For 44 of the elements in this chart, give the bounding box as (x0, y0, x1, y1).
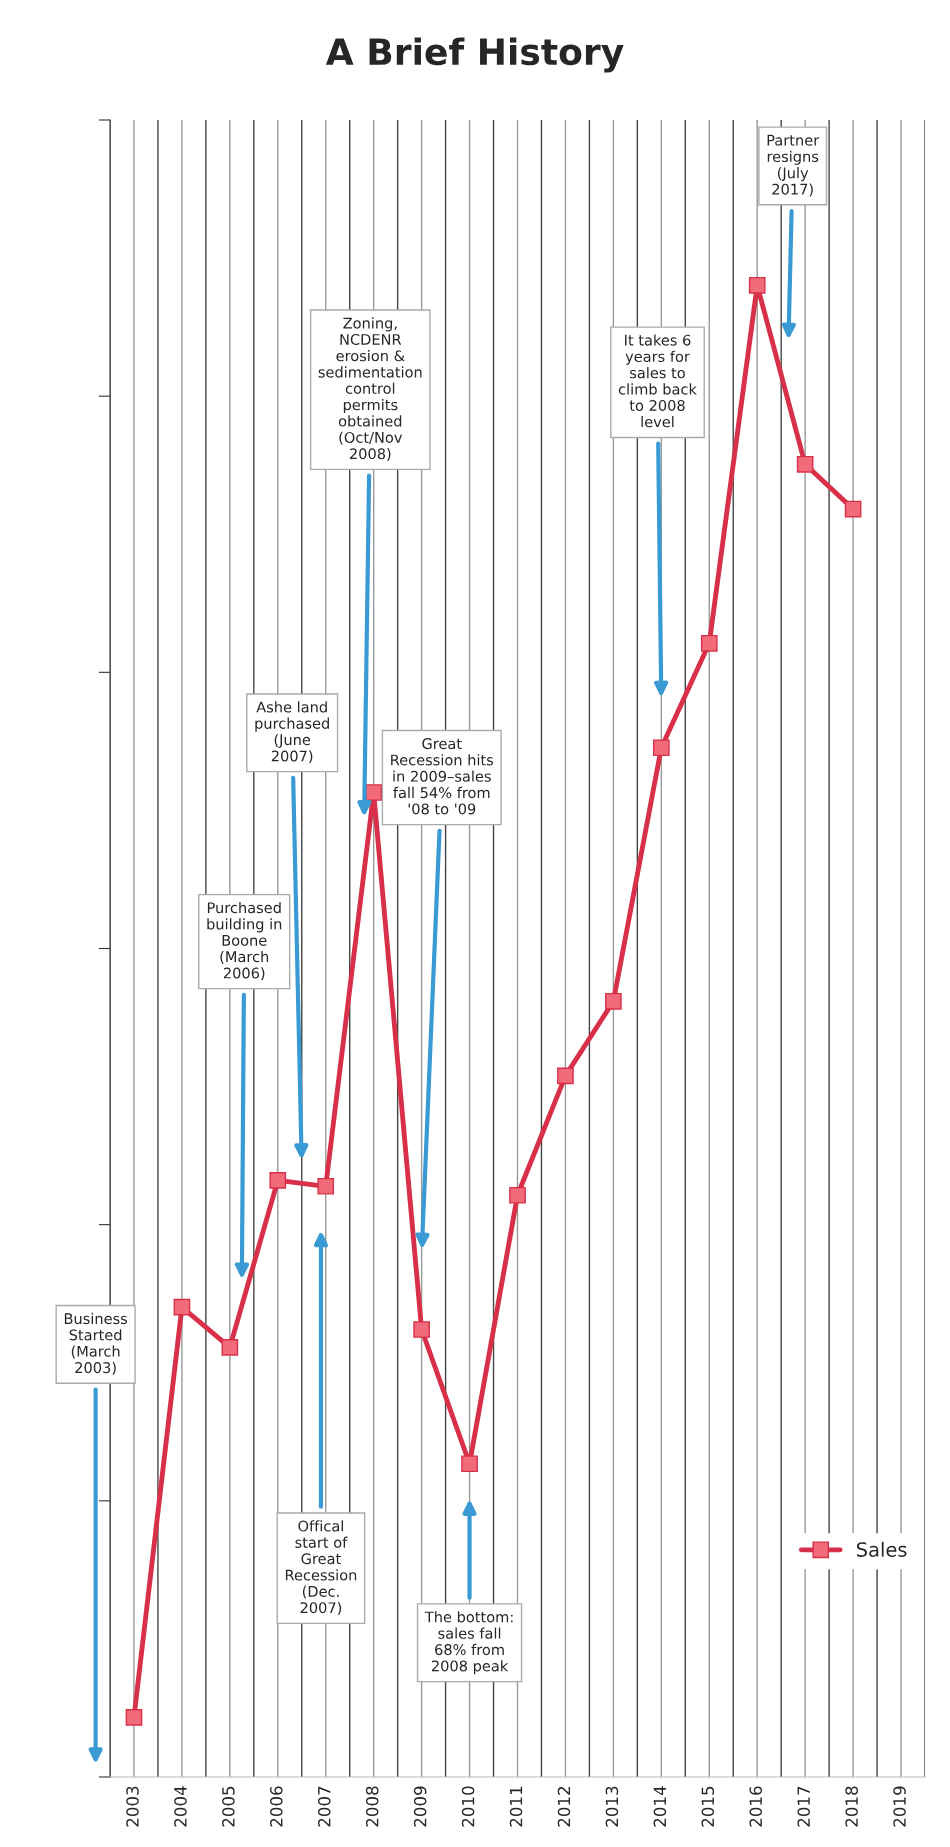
annotation: The bottom: sales fall 68% from 2008 peak (424, 1611, 513, 1675)
x-tick-label: 2015 (701, 1786, 715, 1827)
text: Partner resigns (July 2017) (767, 134, 820, 197)
legend-label: Sales (857, 1541, 907, 1557)
point (652, 739, 670, 757)
chart-title: A Brief History (325, 37, 624, 73)
annotation: Offical start of Great Recession (Dec. 2007) (285, 1520, 357, 1615)
x-tick-label: 2012 (557, 1787, 571, 1827)
point (221, 1339, 239, 1356)
x-tick-label: 2017 (797, 1786, 810, 1827)
x-tick-label: 2009 (413, 1786, 427, 1827)
point (269, 1171, 287, 1189)
annotation: It takes 6 years for sales to climb back to 2008 level (618, 334, 697, 428)
annotation: Great Recession hits in 2009–sales fall 54% from '08 to '09 (391, 738, 494, 815)
point (796, 455, 814, 473)
point (413, 1321, 430, 1338)
x-tick-label: 2007 (317, 1786, 331, 1827)
point (461, 1455, 478, 1473)
x-tick-label: 2014 (653, 1786, 667, 1827)
x-tick-label: 2011 (509, 1786, 523, 1827)
x-tick-label: 2019 (893, 1786, 906, 1827)
point (125, 1708, 143, 1726)
point (557, 1067, 574, 1085)
x-tick-label: 2013 (605, 1786, 619, 1827)
point (317, 1177, 335, 1195)
x-tick-label: 2003 (126, 1786, 139, 1827)
x-tick-label: 2008 (365, 1786, 379, 1827)
x-tick-label: 2006 (270, 1786, 283, 1827)
annotation: Purchased building in Boone (March 2006) (207, 901, 282, 981)
x-tick-label: 2004 (174, 1786, 187, 1827)
x-tick-label: 2018 (845, 1786, 858, 1827)
point (844, 500, 862, 518)
annotation: Ashe land purchased (June 2007) (255, 701, 329, 764)
point (605, 992, 622, 1010)
x-tick-label: 2005 (222, 1786, 235, 1827)
point (748, 276, 766, 294)
point (365, 784, 383, 801)
point (509, 1186, 526, 1204)
x-tick-label: 2016 (749, 1786, 763, 1827)
point (700, 634, 718, 652)
text: Zoning, NCDENR erosion & sedimentation control permits obtained (Oct/Nov 2008) (318, 317, 422, 461)
annotation: Business Started (March 2003) (64, 1312, 128, 1375)
point (173, 1298, 191, 1316)
x-tick-label: 2010 (461, 1786, 475, 1827)
